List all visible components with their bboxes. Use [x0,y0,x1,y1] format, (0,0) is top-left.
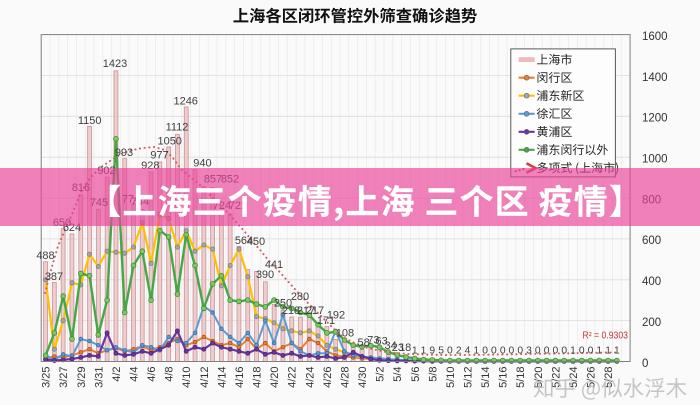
svg-text:23: 23 [392,342,404,354]
svg-text:5/16: 5/16 [498,367,510,388]
svg-text:993: 993 [115,147,133,159]
svg-text:200: 200 [642,317,661,329]
svg-text:4/28: 4/28 [339,367,351,388]
svg-text:1600: 1600 [642,31,668,43]
svg-text:58: 58 [357,337,369,349]
svg-text:5/2: 5/2 [375,367,387,382]
svg-text:977: 977 [150,149,168,161]
svg-text:1: 1 [473,345,479,356]
svg-text:4/6: 4/6 [146,367,158,382]
svg-text:1423: 1423 [103,58,127,70]
svg-text:3/27: 3/27 [58,367,70,388]
svg-text:5/24: 5/24 [568,367,580,388]
svg-text:1: 1 [421,345,427,356]
svg-text:4/20: 4/20 [269,367,281,388]
svg-text:3/29: 3/29 [76,367,88,388]
svg-text:5/4: 5/4 [392,367,404,382]
svg-text:218: 218 [282,305,300,317]
svg-text:217: 217 [297,305,315,317]
svg-text:1400: 1400 [642,72,668,84]
svg-text:1150: 1150 [78,115,102,127]
svg-text:5/28: 5/28 [603,367,615,388]
svg-text:3/25: 3/25 [41,367,53,388]
svg-text:0: 0 [447,345,453,356]
svg-text:108: 108 [336,327,354,339]
svg-text:4: 4 [465,345,471,356]
svg-text:1: 1 [412,345,418,356]
svg-text:1: 1 [614,345,620,356]
svg-text:3/31: 3/31 [93,367,105,388]
svg-text:0: 0 [642,358,648,370]
svg-text:4/4: 4/4 [129,367,141,382]
svg-text:4/10: 4/10 [181,367,193,388]
svg-text:0: 0 [535,345,541,356]
svg-text:34: 34 [384,340,396,352]
svg-text:1050: 1050 [157,135,181,147]
svg-text:4/8: 4/8 [164,367,176,382]
svg-text:488: 488 [36,250,54,262]
svg-text:564: 564 [235,235,253,247]
svg-text:0: 0 [579,345,585,356]
svg-text:192: 192 [327,309,345,321]
svg-text:4/12: 4/12 [199,367,211,388]
svg-text:0: 0 [482,345,488,356]
svg-text:217: 217 [306,305,324,317]
svg-text:5: 5 [438,345,444,356]
svg-text:4/30: 4/30 [357,367,369,388]
svg-text:1: 1 [570,345,576,356]
svg-text:0: 0 [491,345,497,356]
svg-text:0: 0 [500,345,506,356]
svg-text:387: 387 [45,271,63,283]
svg-text:9: 9 [429,345,435,356]
svg-text:63: 63 [375,336,387,348]
svg-text:4/22: 4/22 [287,367,299,388]
svg-text:171: 171 [317,315,335,327]
svg-text:5/10: 5/10 [445,367,457,388]
svg-text:280: 280 [291,291,309,303]
svg-text:5/26: 5/26 [586,367,598,388]
svg-text:4/26: 4/26 [322,367,334,388]
svg-text:0: 0 [561,345,567,356]
svg-text:1: 1 [605,345,611,356]
svg-text:390: 390 [256,269,274,281]
svg-text:0: 0 [544,345,550,356]
svg-text:4/16: 4/16 [234,367,246,388]
svg-text:1112: 1112 [166,121,189,133]
svg-text:250: 250 [274,297,292,309]
svg-text:73: 73 [367,334,379,346]
svg-text:18: 18 [399,342,411,354]
svg-text:5/6: 5/6 [410,367,422,382]
svg-text:2: 2 [456,345,462,356]
svg-text:4/2: 4/2 [111,367,123,382]
svg-text:400: 400 [642,276,661,288]
svg-text:5/18: 5/18 [515,367,527,388]
svg-text:0: 0 [553,345,559,356]
svg-text:3: 3 [526,345,532,356]
svg-text:5/12: 5/12 [463,367,475,388]
svg-text:1200: 1200 [642,113,668,125]
svg-text:4/14: 4/14 [216,367,228,388]
svg-text:441: 441 [265,259,283,271]
svg-text:4/18: 4/18 [252,367,264,388]
svg-text:4/24: 4/24 [304,367,316,388]
svg-text:R² = 0.9303: R² = 0.9303 [583,330,629,341]
svg-text:1246: 1246 [173,95,197,107]
svg-text:5/8: 5/8 [427,367,439,382]
svg-text:1000: 1000 [642,154,668,166]
svg-text:0: 0 [517,345,523,356]
svg-text:5/14: 5/14 [480,367,492,388]
svg-text:600: 600 [642,235,661,247]
svg-text:1: 1 [596,345,602,356]
svg-text:0: 0 [509,345,515,356]
svg-text:0: 0 [588,345,594,356]
svg-text:450: 450 [247,236,265,248]
svg-text:940: 940 [193,158,211,170]
